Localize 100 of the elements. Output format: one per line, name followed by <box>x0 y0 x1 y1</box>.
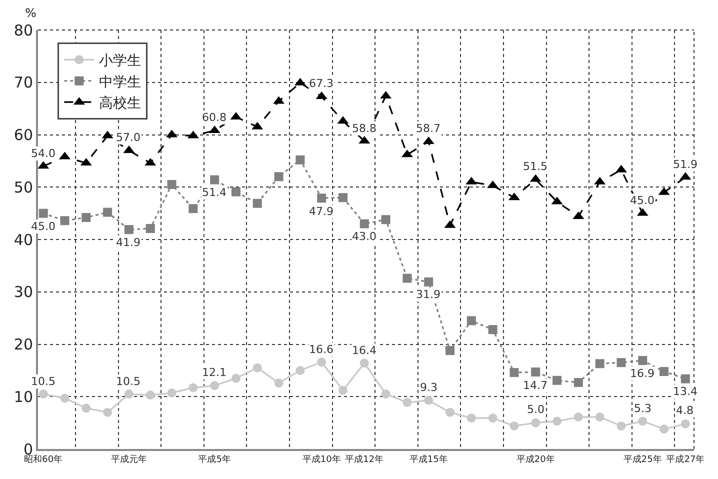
x-tick-label: 平成20年 <box>516 454 555 465</box>
x-tick-label: 平成15年 <box>409 454 448 465</box>
data-label: 51.4 <box>202 186 226 199</box>
point <box>381 390 390 399</box>
x-tick-label: 平成5年 <box>198 454 231 465</box>
point <box>638 356 648 365</box>
y-tick-label: 70 <box>14 74 33 92</box>
data-label: 10.5 <box>31 375 56 388</box>
point <box>103 208 112 217</box>
point <box>381 215 390 224</box>
point <box>424 277 434 286</box>
point <box>660 424 669 434</box>
point <box>124 225 134 234</box>
data-label: 54.0 <box>31 147 56 160</box>
data-label: 58.7 <box>416 122 440 135</box>
point <box>188 204 198 214</box>
point <box>167 180 176 190</box>
data-label: 57.0 <box>116 131 140 144</box>
data-label: 47.9 <box>309 205 334 218</box>
point <box>510 421 519 430</box>
point <box>660 366 669 376</box>
data-label: 58.8 <box>352 122 376 135</box>
point <box>38 390 48 399</box>
point <box>210 381 220 390</box>
point <box>338 193 348 202</box>
point <box>446 408 455 417</box>
point <box>574 378 583 387</box>
point <box>552 416 562 426</box>
data-label: 67.3 <box>309 77 334 90</box>
data-label: 45.0 <box>31 220 56 233</box>
point <box>616 421 626 430</box>
data-label: 9.3 <box>420 381 438 394</box>
data-label: 14.7 <box>523 379 548 392</box>
data-label: 5.3 <box>634 402 652 415</box>
point <box>252 363 262 372</box>
x-tick-label: 平成10年 <box>302 454 341 465</box>
point <box>488 414 498 423</box>
data-label: 12.1 <box>202 366 226 379</box>
point <box>231 374 240 383</box>
data-label: 41.9 <box>116 236 140 249</box>
data-label: 31.9 <box>416 288 440 301</box>
point <box>360 358 369 368</box>
data-label: 51.5 <box>523 160 548 173</box>
data-label: 4.8 <box>676 404 694 417</box>
point <box>424 396 434 405</box>
point <box>231 187 240 196</box>
point <box>38 208 48 218</box>
point <box>510 368 519 378</box>
data-label: 45.0 <box>630 194 654 207</box>
data-label: 60.8 <box>202 111 226 124</box>
x-tick-label: 平成12年 <box>345 454 384 465</box>
y-tick-label: 10 <box>14 388 33 406</box>
y-tick-label: 20 <box>14 336 33 354</box>
y-axis-title: % <box>25 6 36 20</box>
point <box>60 216 70 226</box>
y-tick-label: 40 <box>14 230 33 249</box>
point <box>146 224 155 233</box>
point <box>531 418 540 428</box>
x-tick-label: 平成27年 <box>666 454 705 465</box>
point <box>402 398 412 407</box>
data-label: 16.9 <box>630 367 654 380</box>
point <box>188 383 198 392</box>
data-label: 16.6 <box>309 343 334 356</box>
point <box>680 419 690 428</box>
data-label: 5.0 <box>527 403 544 416</box>
point <box>252 198 262 208</box>
point <box>466 414 476 423</box>
data-label: 13.4 <box>673 385 698 398</box>
point <box>146 390 155 400</box>
point <box>317 358 326 367</box>
y-tick-label: 80 <box>14 21 33 40</box>
point <box>595 412 604 422</box>
x-tick-label: 平成元年 <box>110 454 147 465</box>
data-label: 16.4 <box>352 344 376 357</box>
point <box>531 368 540 377</box>
data-label: 10.5 <box>116 375 140 388</box>
point <box>167 388 176 398</box>
point <box>680 374 690 384</box>
point <box>574 412 583 422</box>
point <box>124 390 134 399</box>
legend-label: 中学生 <box>99 74 142 90</box>
point <box>82 213 91 222</box>
point <box>317 194 326 203</box>
point <box>82 404 91 413</box>
point <box>488 325 498 334</box>
point <box>296 366 305 375</box>
point <box>274 172 284 182</box>
point <box>338 386 348 395</box>
y-tick-label: 60 <box>14 126 33 144</box>
point <box>274 378 284 388</box>
point <box>595 359 604 368</box>
legend-label: 小学生 <box>99 53 142 70</box>
y-tick-label: 50 <box>14 178 33 196</box>
point <box>446 346 455 356</box>
point <box>402 274 412 283</box>
point <box>616 358 626 368</box>
point <box>638 416 648 426</box>
point <box>60 394 70 403</box>
point <box>466 316 476 326</box>
data-label: 43.0 <box>352 230 376 243</box>
